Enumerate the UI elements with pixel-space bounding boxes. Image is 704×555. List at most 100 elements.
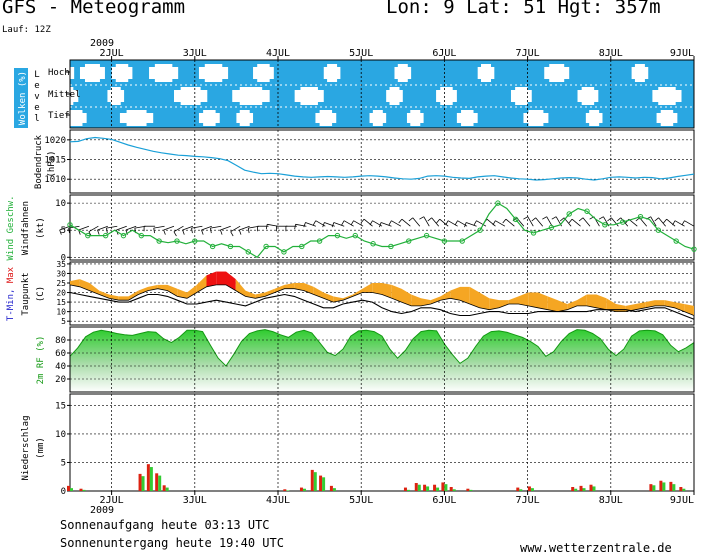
temperature-band (382, 283, 392, 299)
wind-speed-marker (548, 224, 555, 231)
pressure-unit-label: (hPa) (47, 150, 57, 177)
wind-barb-feather (106, 228, 108, 234)
precipitation-bar-convective (426, 486, 430, 491)
y-tick-label: 25 (56, 279, 66, 288)
y-tick-label: 40 (55, 362, 66, 372)
clear-sky-patch (110, 87, 121, 105)
wind-barb (401, 218, 411, 227)
precipitation-bar-total (299, 487, 303, 491)
precipitation-bar-total (679, 487, 683, 491)
clear-sky-patch (319, 110, 333, 126)
clear-sky-patch (481, 64, 491, 82)
clear-sky-patch (397, 64, 408, 82)
precipitation-bar-total (449, 487, 453, 491)
wind-speed-marker (406, 238, 412, 244)
wind-barb-feather (201, 229, 204, 235)
wind-barb (97, 225, 108, 231)
temperature-band (616, 304, 626, 312)
day-label-top: 2JUL (100, 48, 124, 59)
website-link[interactable]: www.wetterzentrale.de (520, 541, 672, 555)
temperature-band (177, 288, 187, 299)
y-tick-label: 20 (56, 289, 66, 298)
clear-sky-patch (239, 87, 263, 105)
precipitation-bar-total (579, 485, 583, 491)
wind-barb (666, 218, 676, 227)
precipitation-bar-total (162, 485, 166, 491)
wind-speed-marker (423, 232, 430, 239)
clear-sky-patch (660, 110, 674, 126)
temperature-band (586, 294, 597, 308)
sunrise-text: Sonnenaufgang heute 03:13 UTC (60, 518, 270, 532)
temperature-band (352, 288, 363, 297)
wind-barb-feather (559, 217, 565, 222)
y-tick-label: 5 (61, 458, 66, 468)
wind-barb (173, 225, 184, 233)
precipitation-bar-total (649, 484, 653, 491)
wind-barb-feather (578, 217, 584, 222)
temperature-band (684, 304, 694, 316)
wind-speed-marker (334, 232, 341, 239)
clear-sky-patch (410, 110, 421, 126)
clear-sky-patch (239, 110, 250, 126)
temperature-band (547, 296, 558, 312)
wind-speed-marker (459, 238, 465, 244)
precipitation-bar-convective (82, 489, 86, 491)
y-tick-label: 20 (55, 375, 66, 385)
wind-barb (380, 222, 392, 227)
wind-speed-marker (316, 238, 323, 244)
pressure-line (69, 136, 695, 181)
precipitation-bar-convective (662, 482, 666, 491)
precipitation-bar-total (669, 481, 673, 491)
wind-barb (505, 218, 515, 227)
wind-speed-marker (138, 232, 145, 239)
precipitation-bar-convective (149, 467, 153, 491)
wind-barb (495, 220, 506, 227)
wind-speed-marker (513, 216, 519, 223)
wind-barb-feather (419, 216, 424, 220)
wind-barb (423, 216, 430, 227)
precipitation-bar-total (414, 483, 418, 491)
wind-barb (163, 225, 175, 231)
precipitation-bar-convective (574, 488, 578, 491)
precipitation-bar-total (527, 486, 531, 491)
precipitation-bar-convective (592, 486, 596, 491)
wind-speed-axis-label: Wind Geschw. (6, 195, 16, 260)
temperature-band (138, 286, 148, 295)
wind-barb-feather (681, 220, 685, 226)
y-tick-label: 1015 (44, 156, 66, 166)
temperature-band (596, 294, 607, 310)
wind-speed-marker (299, 243, 305, 250)
wind-speed-marker (441, 238, 448, 244)
wind-speed-marker (192, 238, 198, 244)
wind-barb-feather (265, 224, 268, 230)
day-label-bottom: 7JUL (516, 495, 540, 506)
temperature-band (440, 290, 451, 301)
day-label-top: 6JUL (432, 48, 456, 59)
pressure-panel-frame (69, 129, 695, 194)
wind-speed-marker (495, 200, 501, 206)
precipitation-bar-convective (519, 489, 523, 491)
wind-barb (476, 220, 487, 227)
temperature-band (304, 283, 314, 295)
wind-barb (412, 217, 421, 227)
wind-barb-feather (523, 216, 528, 220)
temperature-band (460, 286, 470, 304)
temperature-band (343, 294, 353, 301)
temperature-band (567, 300, 577, 310)
precipitation-bar-convective (469, 489, 473, 491)
clear-sky-patch (549, 64, 565, 82)
wind-barb-feather (398, 218, 403, 224)
precipitation-bar-convective (582, 488, 586, 491)
humidity-axis-label: 2m RF (%) (36, 336, 46, 385)
precipitation-bar-total (310, 469, 314, 491)
temperature-band (430, 296, 441, 304)
wind-barb-feather (247, 228, 250, 234)
year-label-bottom: 2009 (90, 505, 114, 516)
day-label-top: 3JUL (183, 48, 207, 59)
wind-barb (439, 218, 449, 227)
clear-sky-patch (84, 64, 100, 82)
precipitation-bar-total (659, 480, 663, 491)
wind-speed-line (69, 202, 695, 259)
wind-speed-marker (655, 227, 662, 233)
model-run-label: Lauf: 12Z (2, 25, 51, 35)
